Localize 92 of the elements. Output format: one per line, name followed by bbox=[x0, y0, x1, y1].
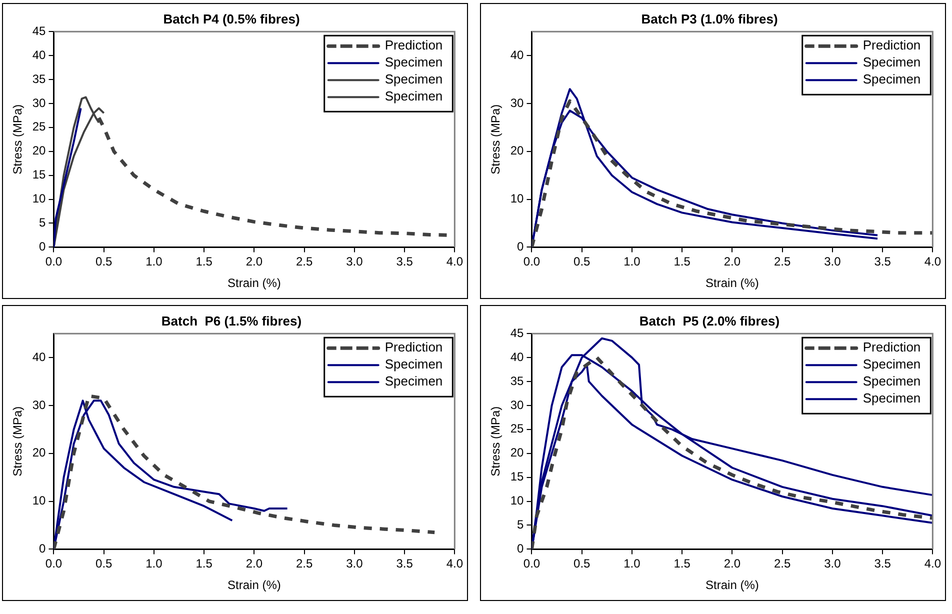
x-tick-label: 1.5 bbox=[196, 254, 213, 269]
x-tick-label: 0.5 bbox=[96, 556, 113, 571]
x-tick-label: 3.5 bbox=[874, 556, 892, 571]
x-tick-label: 2.5 bbox=[296, 556, 313, 571]
x-tick-label: 3.0 bbox=[824, 556, 842, 571]
x-tick-label: 2.5 bbox=[774, 556, 791, 571]
y-tick-label: 20 bbox=[510, 446, 524, 460]
x-tick-label: 4.0 bbox=[446, 556, 464, 571]
y-tick-label: 15 bbox=[510, 470, 524, 484]
x-tick-label: 2.0 bbox=[724, 556, 741, 571]
x-tick-label: 0.5 bbox=[96, 254, 113, 269]
x-tick-label: 2.0 bbox=[724, 254, 741, 269]
x-tick-label: 2.0 bbox=[246, 556, 263, 571]
x-tick-label: 1.0 bbox=[146, 254, 163, 269]
y-tick-label: 0 bbox=[39, 240, 46, 254]
y-tick-label: 35 bbox=[510, 374, 524, 388]
x-tick-label: 3.0 bbox=[346, 254, 364, 269]
y-axis-title: Stress (MPa) bbox=[488, 104, 503, 174]
y-tick-label: 40 bbox=[510, 350, 524, 364]
y-tick-label: 30 bbox=[510, 398, 524, 412]
x-axis-title: Strain (%) bbox=[228, 276, 281, 290]
y-tick-label: 40 bbox=[32, 350, 46, 364]
legend-label: Prediction bbox=[862, 340, 921, 355]
y-tick-label: 10 bbox=[32, 494, 46, 508]
legend-label: Specimen bbox=[862, 72, 921, 87]
x-tick-label: 0.5 bbox=[574, 254, 591, 269]
y-tick-label: 10 bbox=[510, 494, 524, 508]
x-tick-label: 1.0 bbox=[146, 556, 163, 571]
y-tick-label: 0 bbox=[517, 240, 524, 254]
y-tick-label: 0 bbox=[517, 542, 524, 556]
y-tick-label: 25 bbox=[32, 120, 46, 134]
x-tick-label: 0.0 bbox=[45, 556, 62, 571]
y-tick-label: 20 bbox=[510, 144, 524, 158]
y-tick-label: 30 bbox=[510, 96, 524, 110]
y-tick-label: 5 bbox=[39, 216, 46, 230]
legend-label: Specimen bbox=[862, 374, 921, 389]
y-tick-label: 20 bbox=[32, 446, 46, 460]
chart-title: Batch P6 (1.5% fibres) bbox=[161, 313, 302, 328]
x-tick-label: 4.0 bbox=[924, 254, 942, 269]
x-axis-title: Strain (%) bbox=[706, 276, 759, 290]
legend-label: Prediction bbox=[862, 38, 921, 53]
y-tick-label: 5 bbox=[517, 518, 524, 532]
x-tick-label: 3.0 bbox=[824, 254, 842, 269]
x-tick-label: 0.0 bbox=[523, 254, 540, 269]
x-tick-label: 3.5 bbox=[874, 254, 892, 269]
y-tick-label: 15 bbox=[32, 168, 46, 182]
legend-label: Specimen bbox=[384, 88, 443, 104]
chart-title: Batch P5 (2.0% fibres) bbox=[639, 313, 780, 328]
x-tick-label: 2.5 bbox=[296, 254, 313, 269]
y-tick-label: 25 bbox=[510, 422, 524, 436]
y-tick-label: 40 bbox=[510, 48, 524, 62]
y-axis-title: Stress (MPa) bbox=[488, 406, 503, 476]
legend-label: Specimen bbox=[862, 54, 921, 70]
y-axis-title: Stress (MPa) bbox=[10, 104, 25, 174]
y-tick-label: 40 bbox=[32, 48, 46, 62]
y-tick-label: 20 bbox=[32, 144, 46, 158]
y-tick-label: 10 bbox=[510, 192, 524, 206]
y-tick-label: 45 bbox=[32, 24, 46, 38]
x-tick-label: 1.0 bbox=[624, 556, 641, 571]
legend-label: Specimen bbox=[862, 356, 921, 372]
y-tick-label: 35 bbox=[32, 72, 46, 86]
x-tick-label: 3.5 bbox=[396, 556, 414, 571]
x-tick-label: 2.0 bbox=[246, 254, 263, 269]
y-tick-label: 45 bbox=[510, 326, 524, 340]
y-tick-label: 0 bbox=[39, 542, 46, 556]
legend-label: Specimen bbox=[384, 72, 443, 87]
legend-label: Prediction bbox=[384, 38, 443, 53]
legend-label: Specimen bbox=[384, 356, 443, 372]
x-tick-label: 1.5 bbox=[674, 556, 691, 571]
y-tick-label: 10 bbox=[32, 192, 46, 206]
y-axis-title: Stress (MPa) bbox=[10, 406, 25, 476]
x-tick-label: 1.0 bbox=[624, 254, 641, 269]
x-tick-label: 4.0 bbox=[924, 556, 942, 571]
legend-label: Prediction bbox=[384, 340, 443, 355]
x-tick-label: 1.5 bbox=[674, 254, 691, 269]
y-tick-label: 30 bbox=[32, 96, 46, 110]
x-tick-label: 0.0 bbox=[45, 254, 62, 269]
y-tick-label: 30 bbox=[32, 398, 46, 412]
chart-title: Batch P3 (1.0% fibres) bbox=[641, 11, 778, 26]
x-tick-label: 0.0 bbox=[523, 556, 540, 571]
chart-title: Batch P4 (0.5% fibres) bbox=[163, 11, 300, 26]
legend-label: Specimen bbox=[384, 374, 443, 389]
x-axis-title: Strain (%) bbox=[706, 578, 759, 592]
x-tick-label: 2.5 bbox=[774, 254, 791, 269]
x-tick-label: 1.5 bbox=[196, 556, 213, 571]
legend-label: Specimen bbox=[862, 390, 921, 406]
x-tick-label: 3.0 bbox=[346, 556, 364, 571]
x-tick-label: 4.0 bbox=[446, 254, 464, 269]
x-axis-title: Strain (%) bbox=[228, 578, 281, 592]
x-tick-label: 0.5 bbox=[574, 556, 591, 571]
legend-label: Specimen bbox=[384, 54, 443, 70]
x-tick-label: 3.5 bbox=[396, 254, 414, 269]
